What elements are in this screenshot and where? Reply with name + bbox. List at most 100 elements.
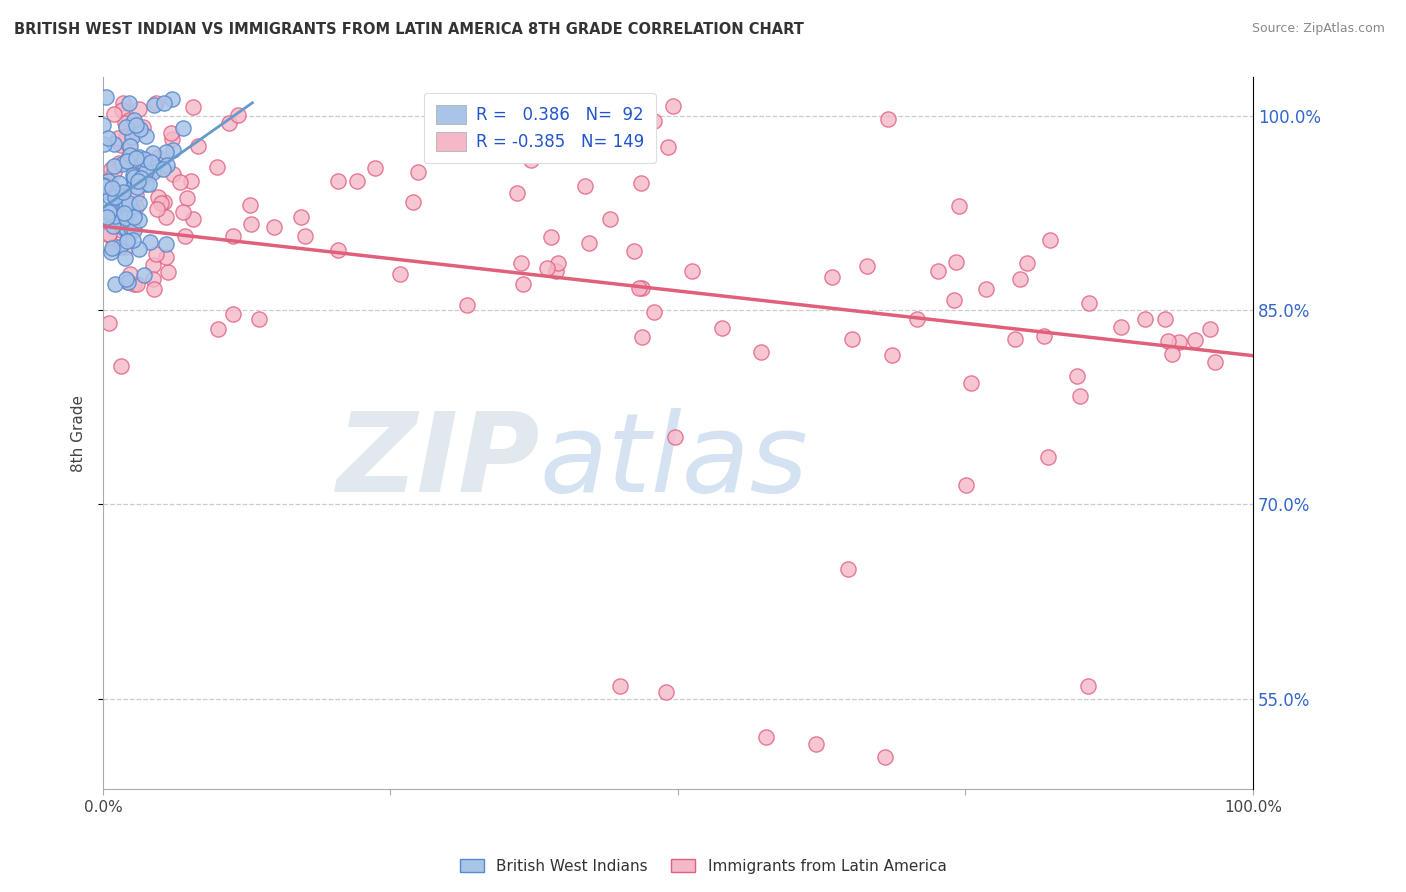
Point [328, 174, 350, 188]
Point [97, 227, 120, 241]
Point [100, 211, 122, 225]
Point [142, 98, 165, 112]
Point [117, 139, 139, 153]
Point [96, 211, 118, 225]
Point [112, 201, 135, 215]
Point [609, 679, 631, 693]
Point [263, 219, 285, 234]
Point [180, 174, 202, 188]
Point [135, 164, 157, 178]
Point [129, 170, 152, 185]
Point [406, 165, 429, 179]
Point [155, 145, 177, 159]
Point [1066, 368, 1088, 383]
Point [156, 158, 179, 172]
Legend: R =   0.386   N=  92, R = -0.385   N= 149: R = 0.386 N= 92, R = -0.385 N= 149 [425, 93, 655, 163]
Point [927, 264, 949, 278]
Point [117, 231, 139, 245]
Point [1008, 272, 1031, 286]
Point [152, 161, 174, 176]
Point [97, 185, 120, 199]
Point [104, 185, 127, 199]
Point [120, 221, 142, 235]
Point [1157, 334, 1180, 348]
Text: Source: ZipAtlas.com: Source: ZipAtlas.com [1251, 22, 1385, 36]
Point [142, 146, 165, 161]
Point [172, 120, 194, 135]
Point [664, 430, 686, 444]
Point [536, 261, 558, 276]
Point [578, 235, 600, 250]
Point [1168, 335, 1191, 350]
Point [142, 258, 165, 272]
Point [1161, 346, 1184, 360]
Point [135, 153, 157, 167]
Point [1069, 388, 1091, 402]
Point [117, 196, 139, 211]
Point [627, 281, 650, 295]
Point [114, 116, 136, 130]
Point [124, 277, 146, 291]
Point [105, 186, 128, 201]
Point [122, 210, 145, 224]
Point [111, 186, 134, 200]
Point [1153, 312, 1175, 326]
Point [100, 161, 122, 176]
Point [125, 277, 148, 291]
Point [107, 131, 129, 145]
Point [955, 478, 977, 492]
Point [98, 202, 121, 217]
Point [162, 144, 184, 158]
Point [97, 227, 120, 242]
Point [631, 281, 654, 295]
Point [100, 245, 122, 260]
Point [540, 229, 562, 244]
Point [162, 131, 184, 145]
Point [114, 272, 136, 286]
Point [346, 174, 368, 188]
Point [205, 160, 228, 174]
Point [115, 120, 138, 135]
Point [108, 176, 131, 190]
Point [104, 210, 127, 224]
Point [118, 148, 141, 162]
Point [118, 96, 141, 111]
Point [128, 102, 150, 116]
Point [97, 173, 120, 187]
Point [138, 178, 160, 192]
Point [110, 359, 132, 373]
Point [132, 172, 155, 186]
Point [117, 275, 139, 289]
Point [101, 181, 124, 195]
Point [456, 298, 478, 312]
Point [139, 235, 162, 249]
Point [1017, 256, 1039, 270]
Point [430, 112, 453, 126]
Point [103, 238, 125, 252]
Point [103, 165, 125, 179]
Point [226, 108, 249, 122]
Point [942, 293, 965, 308]
Point [520, 153, 543, 168]
Point [1078, 296, 1101, 310]
Point [93, 118, 115, 132]
Point [974, 282, 997, 296]
Y-axis label: 8th Grade: 8th Grade [72, 395, 86, 472]
Point [1204, 354, 1226, 368]
Point [294, 229, 316, 244]
Point [122, 174, 145, 188]
Point [512, 277, 534, 292]
Point [169, 175, 191, 189]
Point [142, 157, 165, 171]
Point [125, 200, 148, 214]
Point [1077, 679, 1099, 693]
Point [122, 169, 145, 184]
Point [506, 186, 529, 200]
Point [207, 321, 229, 335]
Point [121, 153, 143, 167]
Point [172, 204, 194, 219]
Point [574, 178, 596, 193]
Point [247, 311, 270, 326]
Point [135, 177, 157, 191]
Point [155, 251, 177, 265]
